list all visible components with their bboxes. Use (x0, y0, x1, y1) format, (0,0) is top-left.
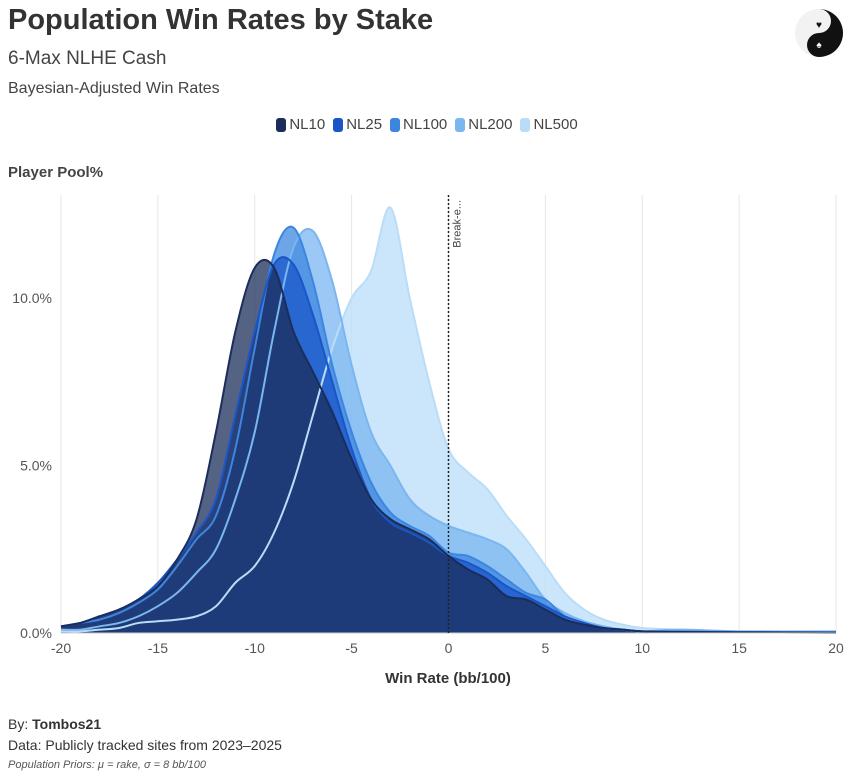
byline-label: By: (8, 716, 33, 732)
y-tick-label: 10.0% (12, 290, 52, 306)
legend-swatch (333, 117, 344, 132)
author: Tombos21 (32, 716, 102, 732)
line-nl500 (60, 206, 837, 634)
y-axis-label: Player Pool% (8, 164, 104, 181)
x-tick-label: 15 (731, 640, 747, 656)
line-nl200 (60, 227, 837, 633)
legend-label: NL10 (289, 116, 326, 133)
data-source: Data: Publicly tracked sites from 2023–2… (8, 737, 282, 753)
x-tick-label: 5 (541, 640, 549, 656)
legend-item-nl500[interactable]: NL500 (520, 116, 578, 133)
svg-text:♠: ♠ (816, 40, 822, 51)
legend-swatch (390, 117, 401, 132)
x-tick-label: 10 (634, 640, 650, 656)
legend-swatch (455, 117, 466, 132)
legend-label: NL100 (403, 116, 448, 133)
x-tick-label: 20 (828, 640, 844, 656)
byline: By: Tombos21 (8, 716, 101, 732)
x-tick-label: -5 (345, 640, 358, 656)
legend-item-nl25[interactable]: NL25 (333, 116, 382, 133)
legend: NL10 NL25 NL100 NL200 NL500 (0, 116, 854, 133)
chart-subtitle: 6-Max NLHE Cash (8, 48, 167, 69)
break-even-label: Break-e... (452, 200, 464, 248)
legend-swatch (520, 117, 531, 132)
legend-item-nl100[interactable]: NL100 (390, 116, 447, 133)
x-axis-label: Win Rate (bb/100) (385, 670, 511, 687)
legend-item-nl10[interactable]: NL10 (276, 116, 325, 133)
x-tick-label: -20 (51, 640, 71, 656)
legend-label: NL200 (468, 116, 513, 133)
line-nl10 (60, 258, 837, 634)
y-tick-label: 0.0% (20, 625, 52, 641)
priors-note: Population Priors: μ = rake, σ = 8 bb/10… (8, 759, 206, 771)
legend-item-nl200[interactable]: NL200 (455, 116, 512, 133)
x-tick-label: -15 (148, 640, 168, 656)
chart-plot: -20 -15 -10 -5 0 5 10 15 20 0.0% 5.0% 10.0% Break-e.… (12, 195, 844, 656)
svg-text:♥: ♥ (816, 20, 822, 31)
legend-label: NL25 (346, 116, 383, 133)
x-tick-label: 0 (445, 640, 453, 656)
legend-label: NL500 (533, 116, 578, 133)
y-tick-label: 5.0% (20, 458, 52, 474)
chart-subtitle-2: Bayesian-Adjusted Win Rates (8, 80, 220, 97)
yin-yang-logo-icon: ♥ ♠ (795, 9, 843, 57)
x-tick-label: -10 (245, 640, 265, 656)
legend-swatch (276, 117, 287, 132)
chart-title: Population Win Rates by Stake (8, 4, 434, 36)
